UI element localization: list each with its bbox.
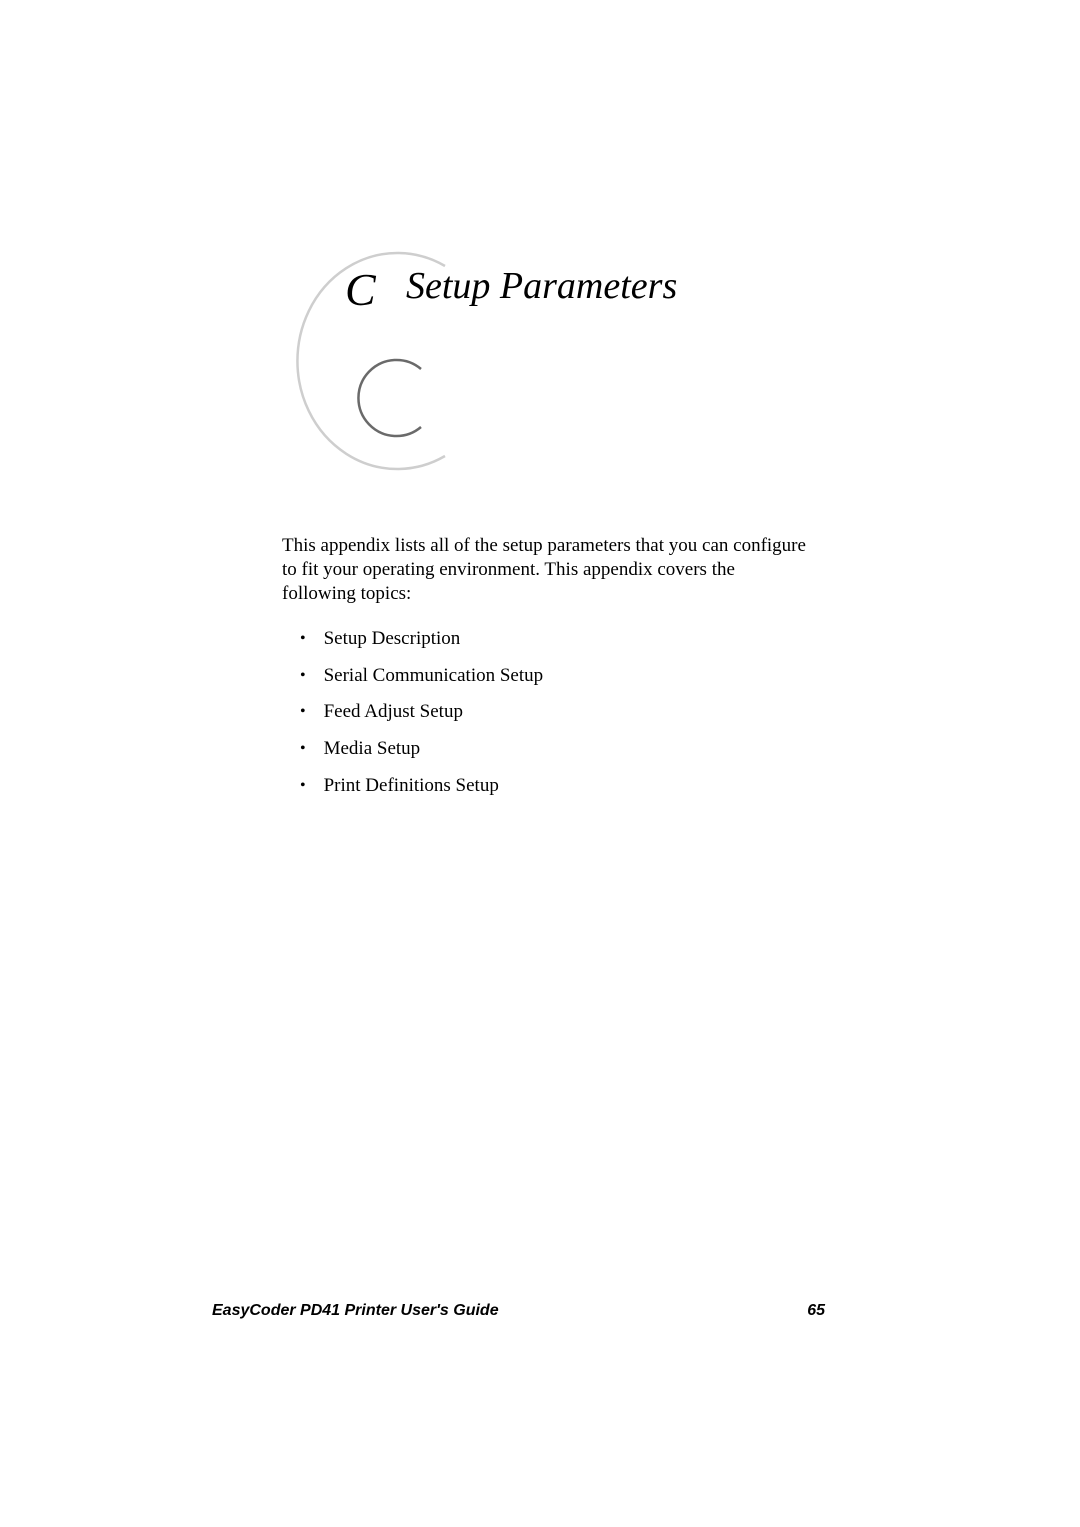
list-item-label: Setup Description [324, 627, 461, 652]
appendix-title: Setup Parameters [406, 264, 677, 308]
list-item: • Media Setup [300, 737, 800, 762]
list-item-label: Serial Communication Setup [324, 664, 544, 689]
footer-page-number: 65 [807, 1302, 825, 1320]
list-item-label: Print Definitions Setup [324, 774, 499, 799]
footer-document-title: EasyCoder PD41 Printer User's Guide [212, 1302, 499, 1320]
bullet-icon: • [300, 774, 306, 798]
list-item: • Print Definitions Setup [300, 774, 800, 799]
page-container: C Setup Parameters This appendix lists a… [0, 0, 1080, 1527]
bullet-list: • Setup Description • Serial Communicati… [300, 627, 800, 810]
list-item: • Serial Communication Setup [300, 664, 800, 689]
bullet-icon: • [300, 737, 306, 761]
inner-c-shape [347, 353, 437, 443]
list-item-label: Feed Adjust Setup [324, 700, 463, 725]
intro-paragraph: This appendix lists all of the setup par… [282, 534, 812, 605]
bullet-icon: • [300, 664, 306, 688]
bullet-icon: • [300, 700, 306, 724]
list-item: • Setup Description [300, 627, 800, 652]
list-item: • Feed Adjust Setup [300, 700, 800, 725]
bullet-icon: • [300, 627, 306, 651]
list-item-label: Media Setup [324, 737, 421, 762]
appendix-letter: C [345, 263, 376, 316]
